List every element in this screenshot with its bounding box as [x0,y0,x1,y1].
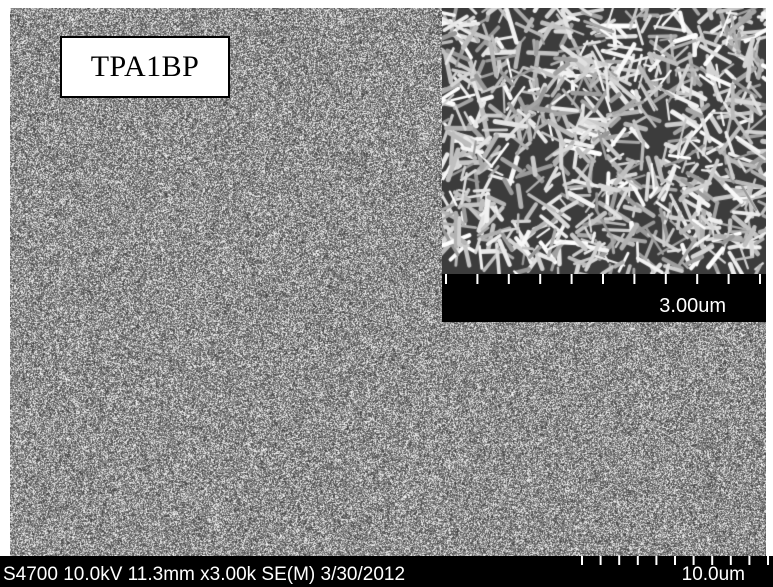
main-scale-ticks [581,556,769,565]
sample-label: TPA1BP [90,50,200,83]
sem-micrograph: TPA1BP 3.00um [10,8,766,556]
inset-scale-bar: 3.00um [442,274,766,322]
sample-label-box: TPA1BP [60,36,230,98]
inset-scale-label: 3.00um [659,295,726,317]
main-scale-label: 10.0um [681,564,745,585]
magnified-inset: 3.00um [442,8,766,322]
acquisition-info: S4700 10.0kV 11.3mm x3.00k SE(M) 3/30/20… [3,564,406,585]
inset-nanowires [442,8,766,274]
sem-info-bar: S4700 10.0kV 11.3mm x3.00k SE(M) 3/30/20… [0,556,773,587]
inset-scale-ticks [445,274,761,284]
